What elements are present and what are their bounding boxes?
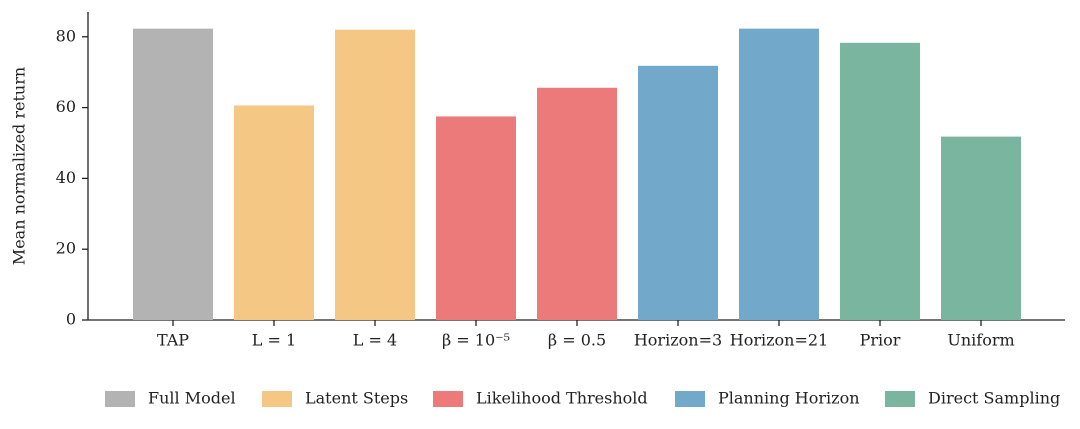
bar <box>638 65 718 320</box>
legend-swatch <box>262 391 292 407</box>
x-tick-label: β = 0.5 <box>548 331 606 350</box>
x-tick-label: TAP <box>157 331 189 350</box>
bar <box>537 87 617 320</box>
legend-swatch <box>885 391 915 407</box>
legend-swatch <box>105 391 135 407</box>
bar <box>941 136 1021 320</box>
x-tick-label: L = 4 <box>353 331 397 350</box>
y-tick-label: 0 <box>66 310 76 329</box>
legend-label: Direct Sampling <box>928 389 1060 408</box>
y-tick-label: 40 <box>56 168 76 187</box>
x-tick-label: Prior <box>860 331 901 350</box>
y-tick-label: 80 <box>56 26 76 45</box>
x-tick-label: L = 1 <box>252 331 296 350</box>
bar <box>739 28 819 321</box>
legend-label: Planning Horizon <box>718 389 860 408</box>
legend-label: Likelihood Threshold <box>476 389 648 408</box>
x-tick-label: Horizon=3 <box>634 331 722 350</box>
bar <box>436 116 516 320</box>
legend-label: Full Model <box>148 389 236 408</box>
y-tick-label: 20 <box>56 239 76 258</box>
legend-swatch <box>675 391 705 407</box>
bar <box>133 28 213 321</box>
bar <box>335 29 415 321</box>
x-tick-label: Horizon=21 <box>730 331 828 350</box>
bar <box>234 105 314 320</box>
x-tick-label: β = 10⁻⁵ <box>442 331 510 350</box>
bar <box>840 42 920 321</box>
x-tick-label: Uniform <box>947 331 1014 350</box>
legend-label: Latent Steps <box>305 389 408 408</box>
y-axis-label: Mean normalized return <box>10 67 29 265</box>
legend-swatch <box>433 391 463 407</box>
y-tick-label: 60 <box>56 97 76 116</box>
